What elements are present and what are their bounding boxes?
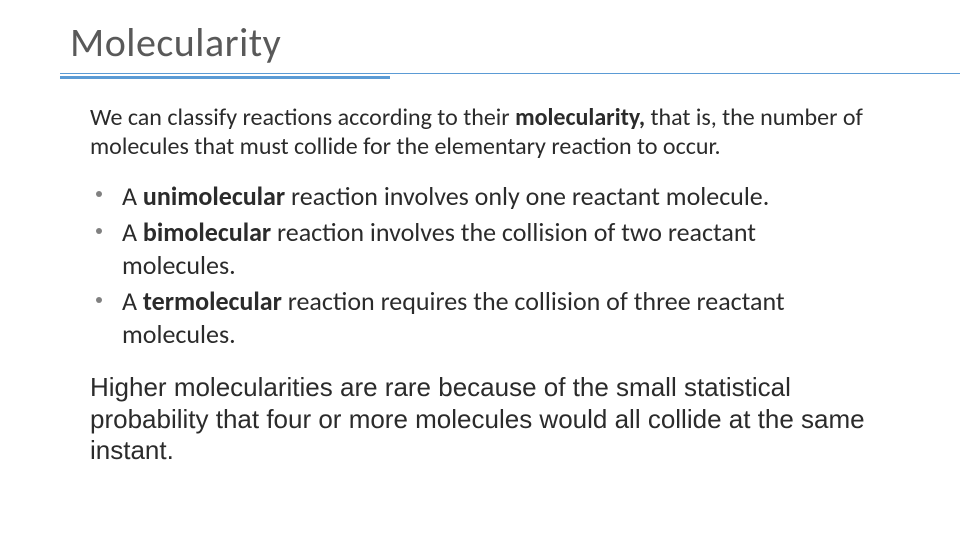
closing-paragraph: Higher molecularities are rare because o…: [90, 372, 870, 467]
list-item: A termolecular reaction requires the col…: [90, 285, 870, 350]
underline-thick: [60, 76, 390, 79]
title-underline: [60, 73, 900, 83]
intro-paragraph: We can classify reactions according to t…: [90, 103, 870, 162]
slide-title: Molecularity: [60, 18, 900, 67]
bullet-bold: bimolecular: [143, 216, 271, 248]
bullet-icon: [96, 191, 102, 197]
list-item: A unimolecular reaction involves only on…: [90, 180, 870, 213]
bullet-bold: termolecular: [143, 285, 282, 317]
slide: Molecularity We can classify reactions a…: [0, 0, 960, 540]
bullet-pre: A: [122, 285, 143, 317]
bullet-pre: A: [122, 216, 143, 248]
bullet-icon: [96, 297, 102, 303]
list-item: A bimolecular reaction involves the coll…: [90, 216, 870, 281]
bullet-pre: A: [122, 180, 143, 212]
bullet-post: reaction involves only one reactant mole…: [285, 180, 769, 212]
underline-thin: [60, 73, 960, 74]
bullet-icon: [96, 228, 102, 234]
bullet-bold: unimolecular: [143, 180, 285, 212]
bullet-list: A unimolecular reaction involves only on…: [90, 180, 870, 351]
intro-pre: We can classify reactions according to t…: [90, 103, 515, 132]
intro-bold: molecularity,: [515, 103, 645, 132]
